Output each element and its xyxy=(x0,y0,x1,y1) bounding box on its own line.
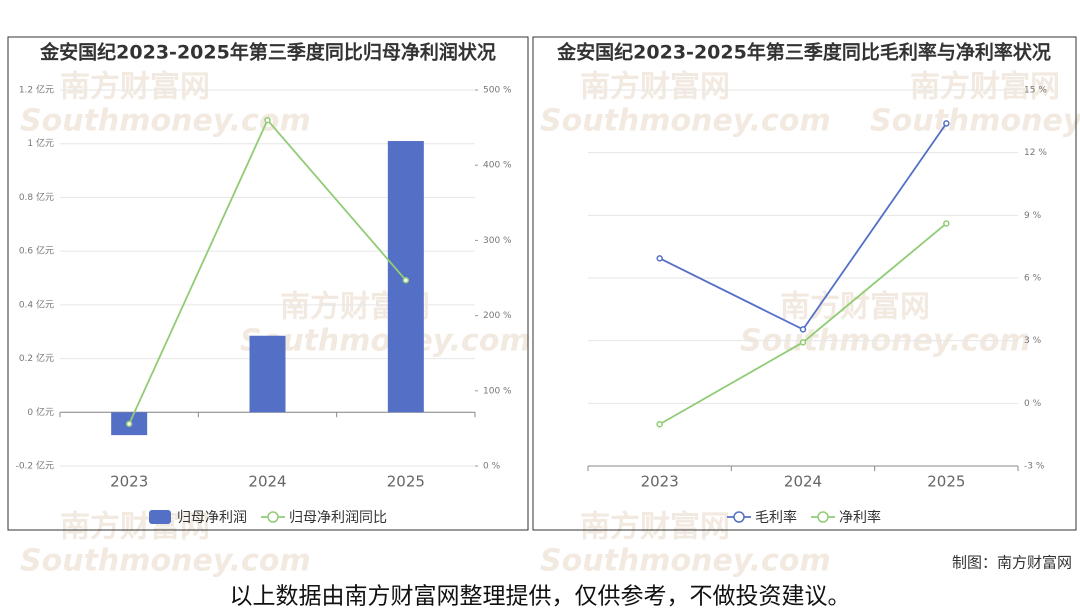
y-tick-label: 1.2 亿元 xyxy=(19,84,54,96)
legend-label: 净利率 xyxy=(839,509,881,526)
point xyxy=(264,116,271,124)
point xyxy=(402,277,410,284)
y-tick-label: -3 % xyxy=(1024,462,1045,472)
disclaimer: 以上数据由南方财富网整理提供，仅供参考，不做投资建议。 xyxy=(230,584,851,610)
y-tick-label: 0.6 亿元 xyxy=(19,245,54,257)
bar xyxy=(387,141,424,413)
x-tick-label: 2023 xyxy=(110,473,148,491)
y-tick-label: -0.2 亿元 xyxy=(16,460,54,472)
point xyxy=(799,339,807,346)
watermark-cn: 南方财富网 xyxy=(580,510,730,545)
chart: 金安国纪2023-2025年第三季度同比毛利率与净利率状况 -3 % 0 % 3 % 6… xyxy=(556,41,1051,527)
y2-tick-label: 400 % xyxy=(483,161,512,171)
y-tick-label: 6 % xyxy=(1024,274,1042,284)
watermark-en: Southmoney.com xyxy=(240,324,531,359)
legend: 毛利率 净利率 xyxy=(727,509,881,526)
y-tick-label: 0.8 亿元 xyxy=(19,191,54,203)
point xyxy=(656,420,663,428)
y-tick-label: 0 % xyxy=(1024,399,1042,409)
y2-tick-label: 300 % xyxy=(483,236,512,246)
y-tick-label: 0.2 亿元 xyxy=(19,352,54,364)
y-tick-label: 3 % xyxy=(1024,336,1042,346)
watermark-en: Southmoney.com xyxy=(540,544,831,579)
watermark-en: Southmoney.com xyxy=(870,104,1080,139)
point xyxy=(943,120,950,127)
point xyxy=(656,255,663,262)
panel-frame xyxy=(7,36,529,531)
x-tick-label: 2025 xyxy=(387,473,425,491)
chart: 金安国纪2023-2025年第三季度同比归母净利润状况 -0.2 亿元 0 亿元 0.… xyxy=(16,41,512,527)
point xyxy=(799,326,807,333)
watermark-cn: 南方财富网 xyxy=(580,70,730,105)
legend-swatch xyxy=(149,510,171,524)
watermarks: 南方财富网Southmoney.com南方财富网Southmoney.com南方… xyxy=(20,70,1080,579)
y-tick-label: 15 % xyxy=(1024,86,1047,96)
x-tick-label: 2025 xyxy=(927,473,965,491)
watermark-cn: 南方财富网 xyxy=(60,70,210,105)
y-tick-label: 12 % xyxy=(1024,148,1047,158)
y2-tick-label: 0 % xyxy=(483,462,501,472)
legend-swatch xyxy=(267,511,279,523)
point xyxy=(943,220,950,227)
watermark-cn: 南方财富网 xyxy=(910,70,1060,105)
x-tick-label: 2024 xyxy=(248,473,286,491)
bar xyxy=(249,335,286,413)
watermark-cn: 南方财富网 xyxy=(60,510,210,545)
y-tick-label: 1 亿元 xyxy=(27,137,54,149)
watermark-en: Southmoney.com xyxy=(540,104,831,139)
watermark-en: Southmoney.com xyxy=(20,544,311,579)
watermark-cn: 南方财富网 xyxy=(780,290,930,325)
y2-tick-label: 500 % xyxy=(483,86,512,96)
legend-swatch xyxy=(733,511,745,523)
x-tick-label: 2023 xyxy=(641,473,679,491)
chart-title: 金安国纪2023-2025年第三季度同比毛利率与净利率状况 xyxy=(556,41,1051,64)
credit: 制图：南方财富网 xyxy=(952,554,1072,572)
chart-title: 金安国纪2023-2025年第三季度同比归母净利润状况 xyxy=(39,41,496,64)
legend: 归母净利润 归母净利润同比 xyxy=(149,509,387,526)
legend-swatch xyxy=(817,511,829,523)
legend-label: 毛利率 xyxy=(755,509,797,526)
point xyxy=(125,420,133,428)
legend-label: 归母净利润同比 xyxy=(289,509,387,526)
legend-label: 归母净利润 xyxy=(177,509,247,526)
y2-tick-label: 200 % xyxy=(483,311,512,321)
y-tick-label: 9 % xyxy=(1024,211,1042,221)
x-tick-label: 2024 xyxy=(784,473,822,491)
panel-frame xyxy=(532,36,1077,531)
y-tick-label: 0 亿元 xyxy=(27,406,54,418)
y2-tick-label: 100 % xyxy=(483,386,512,396)
y-tick-label: 0.4 亿元 xyxy=(19,298,54,310)
